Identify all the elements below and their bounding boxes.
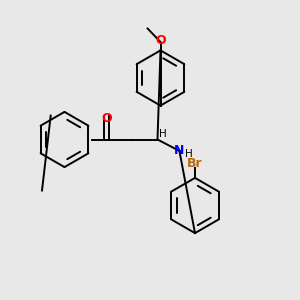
Text: O: O: [155, 34, 166, 47]
Text: O: O: [101, 112, 112, 125]
Text: N: N: [174, 144, 184, 158]
Text: H: H: [185, 149, 193, 159]
Text: H: H: [159, 129, 167, 139]
Text: Br: Br: [187, 157, 203, 170]
